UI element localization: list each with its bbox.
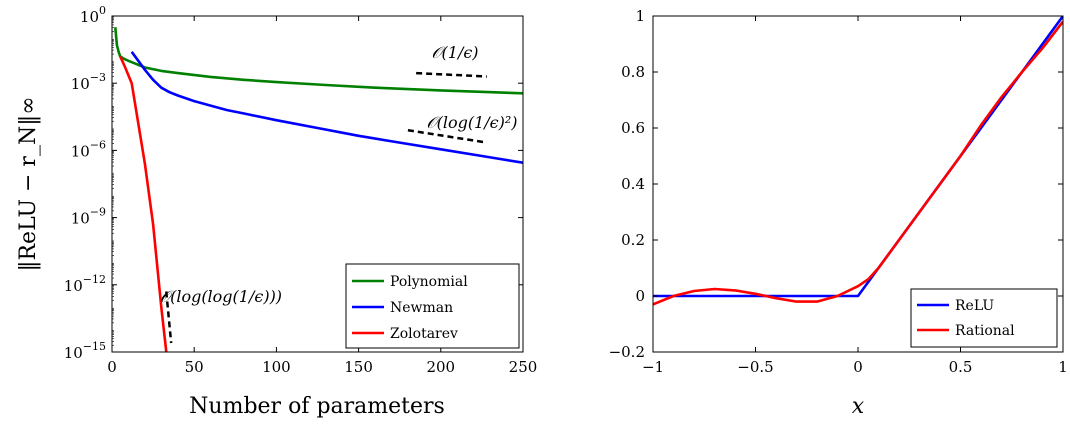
left-y-tick-label: 10−15 xyxy=(64,340,106,362)
series-line-polynomial xyxy=(114,27,523,95)
left-y-tick-base: 10 xyxy=(80,8,99,26)
left-x-tick-label: 150 xyxy=(344,358,373,376)
right-y-tick-label: 0 xyxy=(635,287,645,305)
left-y-tick-label: 100 xyxy=(80,4,106,26)
right-ticks: −1 −0.5 0 0.5 1 −0.2 0 0.2 0.4 0.6 0.8 1 xyxy=(609,7,1068,376)
left-x-tick-label: 0 xyxy=(107,358,117,376)
left-y-tick-label: 10−3 xyxy=(71,71,106,93)
left-y-tick-base: 10 xyxy=(71,210,90,228)
legend-label-zolotarev: Zolotarev xyxy=(390,326,458,342)
right-x-tick-label: 0 xyxy=(853,358,863,376)
left-y-tick-label: 10−6 xyxy=(71,138,106,160)
left-y-tick-exp: −6 xyxy=(90,138,106,151)
annotation-slope-mark xyxy=(416,71,487,78)
right-y-tick-label: −0.2 xyxy=(609,343,645,361)
annotation-slope-mark xyxy=(407,129,488,144)
series-line-relu xyxy=(653,16,1063,298)
left-x-tick-label: 200 xyxy=(426,358,455,376)
right-y-tick-label: 0.6 xyxy=(621,119,645,137)
legend-label-polynomial: Polynomial xyxy=(390,274,468,290)
right-legend-box xyxy=(910,288,1058,348)
annotation-label: 𝒪(1/ϵ) xyxy=(431,43,478,62)
right-y-tick-label: 0.2 xyxy=(621,231,645,249)
right-series-lines xyxy=(653,16,1063,306)
left-y-tick-base: 10 xyxy=(71,142,90,160)
legend-label-relu: ReLU xyxy=(955,298,994,314)
left-y-tick-label: 10−9 xyxy=(71,206,106,228)
left-plot-frame xyxy=(111,15,524,353)
annotation-slope-mark xyxy=(165,291,173,344)
left-y-tick-exp: −3 xyxy=(90,71,106,84)
series-line-rational xyxy=(653,20,1063,306)
left-x-tick-label: 100 xyxy=(262,358,291,376)
legend-label-rational: Rational xyxy=(955,323,1015,339)
left-legend: Polynomial Newman Zolotarev xyxy=(345,263,520,349)
left-x-axis-label: Number of parameters xyxy=(189,394,445,419)
left-y-tick-label: 10−12 xyxy=(64,273,106,295)
right-x-tick-label: 0.5 xyxy=(949,358,973,376)
right-legend: ReLU Rational xyxy=(910,288,1058,348)
left-y-tick-base: 10 xyxy=(64,344,83,362)
right-y-tick-label: 1 xyxy=(635,7,645,25)
series-line-newman xyxy=(130,51,523,164)
left-x-tick-label: 250 xyxy=(509,358,538,376)
right-x-tick-label: 1 xyxy=(1058,358,1068,376)
left-x-tick-label: 50 xyxy=(185,358,204,376)
right-y-tick-label: 0.8 xyxy=(621,63,645,81)
left-y-tick-exp: −15 xyxy=(83,340,106,353)
right-y-tick-label: 0.4 xyxy=(621,175,645,193)
series-line-zolotarev xyxy=(119,55,168,352)
right-x-tick-label: −0.5 xyxy=(737,358,773,376)
left-y-tick-exp: −12 xyxy=(83,273,106,286)
left-y-tick-base: 10 xyxy=(64,277,83,295)
left-y-axis-label: ‖ReLU − r_N‖∞ xyxy=(16,96,41,271)
left-annotations: 𝒪(1/ϵ) 𝒪(log(1/ϵ)²) 𝒪(log(log(1/ϵ))) xyxy=(160,43,518,344)
legend-label-newman: Newman xyxy=(390,300,453,316)
annotation-label: 𝒪(log(1/ϵ)²) xyxy=(427,113,518,132)
right-chart: −1 −0.5 0 0.5 1 −0.2 0 0.2 0.4 0.6 0.8 1 x ReLU Rati… xyxy=(609,7,1068,419)
left-y-tick-exp: −9 xyxy=(90,206,106,219)
left-chart: 𝒪(1/ϵ) 𝒪(log(1/ϵ)²) 𝒪(log(log(1/ϵ))) 0 50 10… xyxy=(16,4,537,419)
right-x-tick-label: −1 xyxy=(642,358,664,376)
left-y-tick-base: 10 xyxy=(71,75,90,93)
left-series-lines xyxy=(114,27,523,352)
left-y-tick-exp: 0 xyxy=(99,4,106,17)
right-x-axis-label: x xyxy=(852,394,865,419)
annotation-label: 𝒪(log(log(1/ϵ))) xyxy=(160,287,282,306)
